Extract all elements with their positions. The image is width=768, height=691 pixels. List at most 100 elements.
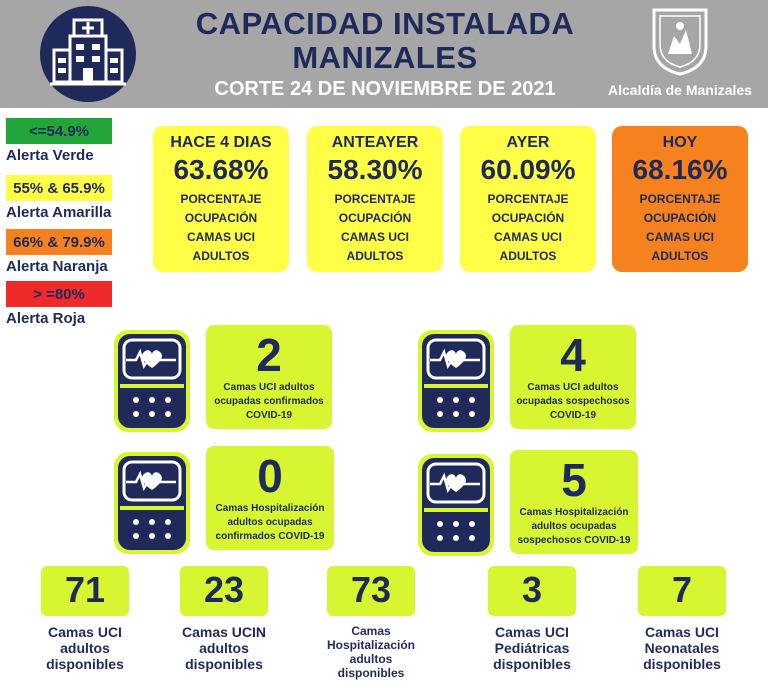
stat-label-line: Camas UCI adultos <box>223 382 315 393</box>
card-desc: PORCENTAJE OCUPACIÓN CAMAS UCI ADULTOS <box>612 190 748 266</box>
card-period: HACE 4 DIAS <box>170 134 272 151</box>
stat-uci-confirmados: 2 Camas UCI adultos ocupadas confirmados… <box>206 325 332 429</box>
occupancy-card-hoy: HOY 68.16% PORCENTAJE OCUPACIÓN CAMAS UC… <box>612 126 748 272</box>
stat-label-line: confirmados COVID-19 <box>215 531 325 542</box>
card-desc-line: OCUPACIÓN <box>491 211 565 225</box>
available-label-line: disponibles <box>643 656 721 672</box>
heart-monitor-icon <box>114 452 190 554</box>
available-uci-pediatricas-value: 3 <box>488 566 576 616</box>
card-desc-line: CAMAS UCI <box>494 230 562 244</box>
coat-of-arms-icon <box>650 6 710 76</box>
available-label-line: Neonatales <box>644 640 720 656</box>
stat-label-line: sospechosos COVID-19 <box>517 535 631 546</box>
stat-label-line: Camas UCI adultos <box>527 382 619 393</box>
heart-monitor-icon <box>418 454 494 556</box>
available-label-line: adultos <box>60 640 110 656</box>
page-title: CAPACIDAD INSTALADA <box>195 6 575 41</box>
available-label-line: Camas <box>351 624 391 638</box>
card-value: 58.30% <box>327 154 423 185</box>
stat-label-line: adultos ocupadas <box>227 517 313 528</box>
page-title-city: MANIZALES <box>292 40 478 75</box>
report-date: CORTE 24 DE NOVIEMBRE DE 2021 <box>214 78 556 100</box>
available-label-line: disponibles <box>337 666 405 680</box>
stat-value: 0 <box>257 450 283 502</box>
stat-label: Camas UCI adultos ocupadas confirmados C… <box>206 381 332 423</box>
available-label-line: Camas UCI <box>495 624 569 640</box>
available-uci-neonatales-value: 7 <box>638 566 726 616</box>
available-uci-adultos-value: 71 <box>41 566 129 616</box>
stat-label-line: ocupadas confirmados <box>214 396 324 407</box>
legend-label-verde: Alerta Verde <box>6 147 94 164</box>
available-ucin-adultos-label: Camas UCIN adultos disponibles <box>166 624 282 672</box>
occupancy-card-anteayer: ANTEAYER 58.30% PORCENTAJE OCUPACIÓN CAM… <box>307 126 443 272</box>
stat-value: 4 <box>560 329 586 381</box>
stat-hosp-sospechosos: 5 Camas Hospitalización adultos ocupadas… <box>510 450 638 554</box>
card-desc-line: PORCENTAJE <box>639 192 721 206</box>
alcaldia-label: Alcaldía de Manizales <box>608 82 752 98</box>
card-value: 68.16% <box>632 154 728 185</box>
stat-label: Camas Hospitalización adultos ocupadas s… <box>510 506 638 548</box>
available-label-line: disponibles <box>46 656 124 672</box>
available-ucin-adultos-value: 23 <box>180 566 268 616</box>
card-period: ANTEAYER <box>331 134 419 151</box>
available-label-line: Hospitalización <box>326 638 415 652</box>
card-desc: PORCENTAJE OCUPACIÓN CAMAS UCI ADULTOS <box>307 190 443 266</box>
card-desc-line: PORCENTAJE <box>180 192 262 206</box>
available-uci-adultos-label: Camas UCI adultos disponibles <box>30 624 140 672</box>
card-period: AYER <box>506 134 550 151</box>
stat-value: 5 <box>561 454 587 506</box>
available-label-line: Camas UCIN <box>181 624 267 640</box>
available-hosp-adultos-value: 73 <box>327 566 415 616</box>
stat-value: 2 <box>256 329 282 381</box>
available-label-line: adultos <box>349 652 393 666</box>
card-desc-line: OCUPACIÓN <box>643 211 717 225</box>
card-desc-line: CAMAS UCI <box>341 230 409 244</box>
available-label-line: Camas UCI <box>48 624 122 640</box>
stat-label: Camas Hospitalización adultos ocupadas c… <box>206 502 334 544</box>
available-hosp-adultos-label: Camas Hospitalización adultos disponible… <box>306 624 436 680</box>
occupancy-card-hace-4-dias: HACE 4 DIAS 63.68% PORCENTAJE OCUPACIÓN … <box>153 126 289 272</box>
card-desc-line: OCUPACIÓN <box>184 211 258 225</box>
available-label-line: Camas UCI <box>645 624 719 640</box>
stat-label-line: ocupadas sospechosos <box>516 396 630 407</box>
hospital-building-icon <box>40 6 136 102</box>
card-value: 60.09% <box>480 154 576 185</box>
legend-label-amarilla: Alerta Amarilla <box>6 204 112 221</box>
available-uci-neonatales-label: Camas UCI Neonatales disponibles <box>624 624 740 672</box>
card-desc-line: PORCENTAJE <box>487 192 569 206</box>
stat-label-line: Camas Hospitalización <box>519 507 629 518</box>
available-label-line: disponibles <box>493 656 571 672</box>
occupancy-card-ayer: AYER 60.09% PORCENTAJE OCUPACIÓN CAMAS U… <box>460 126 596 272</box>
card-desc-line: ADULTOS <box>192 249 250 263</box>
legend-label-naranja: Alerta Naranja <box>6 258 108 275</box>
heart-monitor-icon <box>418 330 494 432</box>
legend-swatch-roja: > =80% <box>6 281 112 307</box>
legend-label-roja: Alerta Roja <box>6 310 86 327</box>
legend-swatch-verde: <=54.9% <box>6 118 112 144</box>
card-value: 63.68% <box>173 154 269 185</box>
stat-label-line: adultos ocupadas <box>531 521 617 532</box>
card-desc-line: ADULTOS <box>346 249 404 263</box>
stat-hosp-confirmados: 0 Camas Hospitalización adultos ocupadas… <box>206 446 334 550</box>
card-desc-line: PORCENTAJE <box>334 192 416 206</box>
heart-monitor-icon <box>114 330 190 432</box>
stat-label-line: Camas Hospitalización <box>215 503 325 514</box>
card-desc-line: ADULTOS <box>499 249 557 263</box>
stat-label-line: COVID-19 <box>549 410 597 421</box>
card-desc: PORCENTAJE OCUPACIÓN CAMAS UCI ADULTOS <box>153 190 289 266</box>
legend-swatch-amarilla: 55% & 65.9% <box>6 175 112 201</box>
card-desc-line: CAMAS UCI <box>187 230 255 244</box>
card-desc-line: OCUPACIÓN <box>338 211 412 225</box>
card-desc-line: ADULTOS <box>651 249 709 263</box>
stat-uci-sospechosos: 4 Camas UCI adultos ocupadas sospechosos… <box>510 325 636 429</box>
available-label-line: disponibles <box>185 656 263 672</box>
card-desc-line: CAMAS UCI <box>646 230 714 244</box>
stat-label: Camas UCI adultos ocupadas sospechosos C… <box>510 381 636 423</box>
available-label-line: adultos <box>199 640 249 656</box>
stat-label-line: COVID-19 <box>245 410 293 421</box>
card-desc: PORCENTAJE OCUPACIÓN CAMAS UCI ADULTOS <box>460 190 596 266</box>
legend-swatch-naranja: 66% & 79.9% <box>6 229 112 255</box>
available-uci-pediatricas-label: Camas UCI Pediátricas disponibles <box>474 624 590 672</box>
header-banner: CAPACIDAD INSTALADA MANIZALES CORTE 24 D… <box>0 0 768 108</box>
available-label-line: Pediátricas <box>494 640 570 656</box>
